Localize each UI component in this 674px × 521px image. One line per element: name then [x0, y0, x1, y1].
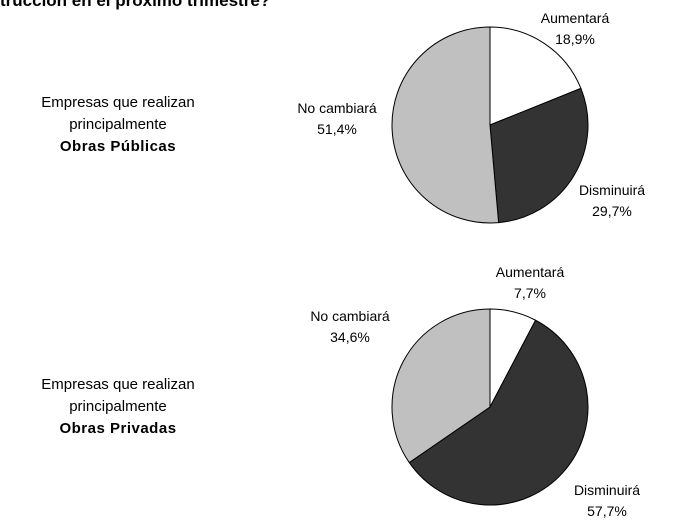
- value-label: 51,4%: [317, 121, 357, 137]
- value-label: 34,6%: [330, 329, 370, 345]
- category-label: No cambiará: [297, 100, 377, 116]
- category-label: Aumentará: [495, 264, 565, 280]
- value-label: 29,7%: [592, 203, 632, 219]
- category-label: Aumentará: [540, 10, 610, 26]
- slice-label: No cambiará 34,6%: [309, 306, 391, 348]
- category-label: Disminuirá: [573, 482, 641, 498]
- group-label-line: principalmente: [69, 398, 167, 415]
- pie-slice: [391, 308, 491, 464]
- group-label-line: Obras Privadas: [59, 420, 177, 437]
- category-label: No cambiará: [310, 308, 390, 324]
- slice-label: Aumentará 18,9%: [534, 8, 616, 50]
- group-label: Empresas que realizan principalmente Obras…: [0, 92, 236, 158]
- value-label: 7,7%: [514, 285, 546, 301]
- chart-title: trucción en el próximo trimestre?: [0, 0, 271, 10]
- pie-slice: [489, 26, 582, 126]
- slice-label: Disminuirá 57,7%: [566, 480, 648, 521]
- group-label: Empresas que realizan principalmente Obras…: [0, 374, 236, 440]
- slice-label: Aumentará 7,7%: [489, 262, 571, 304]
- value-label: 57,7%: [587, 503, 627, 519]
- group-label-line: Obras Públicas: [59, 138, 177, 155]
- value-label: 18,9%: [555, 31, 595, 47]
- group-label-line: Empresas que realizan: [41, 94, 195, 111]
- group-label-line: Empresas que realizan: [41, 376, 195, 393]
- group-label-line: principalmente: [69, 116, 167, 133]
- slice-label: No cambiará 51,4%: [296, 98, 378, 140]
- pie-slice: [408, 319, 589, 506]
- category-label: Disminuirá: [578, 182, 646, 198]
- slice-label: Disminuirá 29,7%: [571, 180, 653, 222]
- pie-slice: [391, 26, 500, 224]
- pie-slice: [489, 87, 589, 224]
